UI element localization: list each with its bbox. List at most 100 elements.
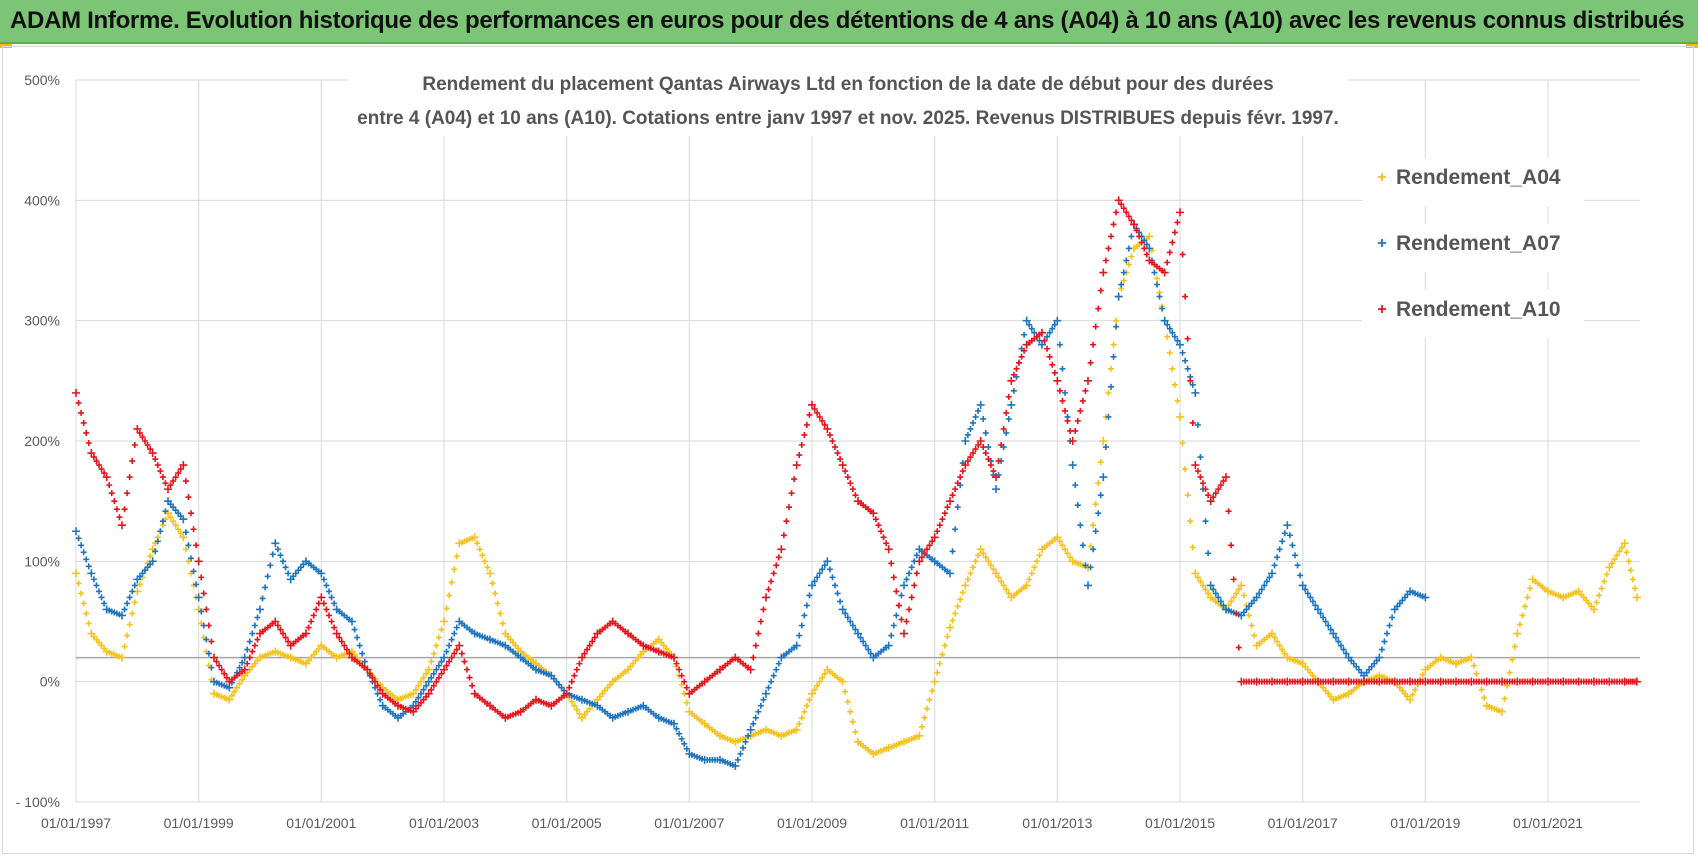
point-rendement-a10 xyxy=(838,461,847,470)
point-rendement-a04-interp xyxy=(1197,578,1204,585)
point-rendement-a07-interp xyxy=(430,670,437,677)
point-rendement-a04-interp xyxy=(1062,546,1068,553)
point-rendement-a04-interp xyxy=(175,526,182,533)
point-rendement-a10-interp xyxy=(811,405,818,412)
point-rendement-a04-interp xyxy=(476,546,483,553)
point-rendement-a07-interp xyxy=(1258,586,1265,593)
point-rendement-a10-interp xyxy=(1136,233,1143,240)
point-rendement-a04-interp xyxy=(1033,558,1040,565)
point-rendement-a10-interp xyxy=(954,480,961,487)
point-rendement-a07-interp xyxy=(435,662,442,669)
point-rendement-a10-interp xyxy=(842,468,849,475)
point-rendement-a07-interp xyxy=(773,666,780,673)
point-rendement-a04-interp xyxy=(433,642,440,649)
point-rendement-a10-interp xyxy=(116,514,123,521)
point-rendement-a04-interp xyxy=(581,711,588,718)
point-rendement-a10-interp xyxy=(829,438,836,444)
point-rendement-a07 xyxy=(731,761,740,770)
point-rendement-a07-interp xyxy=(412,698,419,705)
point-rendement-a04-interp xyxy=(1000,582,1007,589)
point-rendement-a07-interp xyxy=(1095,510,1102,517)
point-rendement-a07-interp xyxy=(821,562,828,569)
legend-marker xyxy=(1378,173,1386,181)
point-rendement-a07-interp xyxy=(446,642,453,649)
point-rendement-a07-interp xyxy=(420,686,427,693)
point-rendement-a10-interp xyxy=(936,522,943,529)
point-rendement-a10-interp xyxy=(280,630,286,637)
point-rendement-a10-interp xyxy=(1228,542,1235,549)
point-rendement-a10-interp xyxy=(982,450,989,457)
point-rendement-a04-interp xyxy=(1396,684,1403,691)
point-rendement-a07-interp xyxy=(85,563,92,570)
point-rendement-a07-interp xyxy=(1325,622,1332,629)
point-rendement-a10-interp xyxy=(223,674,230,681)
point-rendement-a07-interp xyxy=(829,574,836,581)
point-rendement-a07-interp xyxy=(834,590,841,597)
point-rendement-a07-interp xyxy=(1125,245,1132,252)
point-rendement-a07-interp xyxy=(121,606,128,613)
point-rendement-a04-interp xyxy=(1519,612,1526,619)
point-rendement-a07-interp xyxy=(1082,562,1089,569)
point-rendement-a07-interp xyxy=(1294,562,1301,569)
point-rendement-a10-interp xyxy=(1097,287,1104,294)
point-rendement-a04-interp xyxy=(658,639,665,646)
point-rendement-a07-interp xyxy=(80,549,87,556)
point-rendement-a07-interp xyxy=(154,538,161,545)
point-rendement-a10-interp xyxy=(1120,205,1127,212)
point-rendement-a04-interp xyxy=(941,642,948,649)
point-rendement-a10-interp xyxy=(108,490,115,497)
point-rendement-a10-interp xyxy=(139,433,146,440)
point-rendement-a07-interp xyxy=(806,592,813,599)
point-rendement-a10-interp xyxy=(880,534,887,541)
legend-item-bg xyxy=(1362,158,1584,206)
point-rendement-a04-interp xyxy=(1036,552,1043,559)
point-rendement-a10-interp xyxy=(1018,353,1025,360)
point-rendement-a07-interp xyxy=(1246,603,1252,610)
point-rendement-a04-interp xyxy=(987,562,994,569)
point-rendement-a04-interp xyxy=(1506,669,1513,676)
point-rendement-a04 xyxy=(225,695,234,704)
point-rendement-a10 xyxy=(363,665,372,674)
point-rendement-a07-interp xyxy=(734,756,741,763)
point-rendement-a07-interp xyxy=(893,612,900,619)
point-rendement-a07-interp xyxy=(361,658,368,665)
point-rendement-a10-interp xyxy=(844,474,851,481)
point-rendement-a04-interp xyxy=(1113,317,1120,324)
point-rendement-a10-interp xyxy=(106,482,113,489)
point-rendement-a04-interp xyxy=(1322,687,1329,694)
point-rendement-a04-interp xyxy=(972,558,979,565)
point-rendement-a07-interp xyxy=(1322,618,1329,625)
point-rendement-a07-interp xyxy=(254,614,261,621)
data-points xyxy=(72,196,1641,770)
point-rendement-a07-interp xyxy=(126,594,133,601)
point-rendement-a10-interp xyxy=(346,650,353,657)
point-rendement-a10-interp xyxy=(167,482,174,489)
point-rendement-a07-interp xyxy=(737,750,744,757)
x-tick-label: 01/01/2003 xyxy=(409,815,479,831)
point-rendement-a07 xyxy=(179,515,188,524)
point-rendement-a04-interp xyxy=(602,687,608,694)
point-rendement-a04-interp xyxy=(1274,638,1281,645)
point-rendement-a10 xyxy=(210,653,218,662)
point-rendement-a10-interp xyxy=(1141,245,1148,252)
point-rendement-a07-interp xyxy=(832,582,838,589)
point-rendement-a10 xyxy=(440,665,448,674)
point-rendement-a04 xyxy=(179,533,188,542)
point-rendement-a10-interp xyxy=(1138,239,1145,246)
point-rendement-a07-interp xyxy=(1394,603,1401,610)
point-rendement-a04-interp xyxy=(811,686,818,693)
point-rendement-a07 xyxy=(762,689,770,698)
point-rendement-a04-interp xyxy=(814,682,821,689)
point-rendement-a07-interp xyxy=(1056,341,1063,348)
point-rendement-a04-interp xyxy=(305,657,312,664)
point-rendement-a04-interp xyxy=(1399,687,1406,694)
point-rendement-a04-interp xyxy=(584,708,591,715)
point-rendement-a10-interp xyxy=(1118,201,1125,208)
point-rendement-a10-interp xyxy=(566,684,573,691)
point-rendement-a07-interp xyxy=(967,425,974,432)
point-rendement-a10-interp xyxy=(589,638,596,645)
point-rendement-a07 xyxy=(1283,521,1292,530)
point-rendement-a07 xyxy=(1084,581,1092,590)
point-rendement-a07 xyxy=(87,569,96,578)
point-rendement-a04 xyxy=(486,569,494,578)
